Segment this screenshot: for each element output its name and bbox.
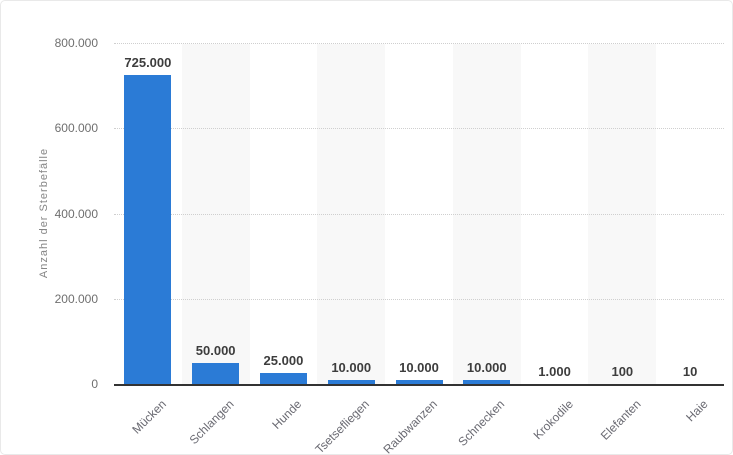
bar-value-label: 100 bbox=[611, 363, 634, 379]
bar-value-label: 10.000 bbox=[331, 359, 372, 375]
x-category-label: Krokodile bbox=[530, 397, 576, 443]
bar-value-label: 10.000 bbox=[466, 359, 507, 375]
x-category-label: Schnecken bbox=[455, 397, 508, 449]
gridline bbox=[114, 298, 724, 300]
x-category-label: Elefanten bbox=[597, 397, 644, 443]
bar-value-label: 25.000 bbox=[263, 353, 304, 369]
gridline bbox=[114, 213, 724, 215]
x-category-label: Haie bbox=[683, 397, 712, 425]
x-category-label: Mücken bbox=[129, 397, 169, 437]
y-tick-label: 400.000 bbox=[54, 206, 98, 221]
bar-Raubwanzen bbox=[395, 379, 443, 384]
gridline bbox=[114, 43, 724, 44]
y-tick-label: 0 bbox=[91, 377, 98, 391]
x-category-label: Tsetsefliegen bbox=[312, 397, 373, 455]
y-tick-label: 800.000 bbox=[54, 36, 98, 50]
bar-Hunde bbox=[259, 373, 307, 384]
x-category-label: Raubwanzen bbox=[380, 397, 440, 455]
bar-Schnecken bbox=[463, 379, 511, 384]
x-category-label: Hunde bbox=[269, 397, 305, 432]
y-tick-label: 200.000 bbox=[54, 291, 98, 306]
bar-value-label: 725.000 bbox=[124, 54, 172, 70]
gridline bbox=[114, 128, 724, 130]
bar-Tsetsefliegen bbox=[327, 379, 375, 384]
bar-Schlangen bbox=[192, 362, 240, 384]
bar-value-label: 10 bbox=[682, 363, 698, 379]
bar-value-label: 50.000 bbox=[195, 342, 236, 358]
y-tick-label: 600.000 bbox=[54, 121, 98, 136]
x-category-label: Schlangen bbox=[186, 397, 237, 448]
bar-value-label: 10.000 bbox=[399, 359, 439, 375]
x-axis-line bbox=[114, 384, 724, 386]
bar-Mücken bbox=[124, 74, 172, 384]
bar-value-label: 1.000 bbox=[538, 363, 571, 379]
